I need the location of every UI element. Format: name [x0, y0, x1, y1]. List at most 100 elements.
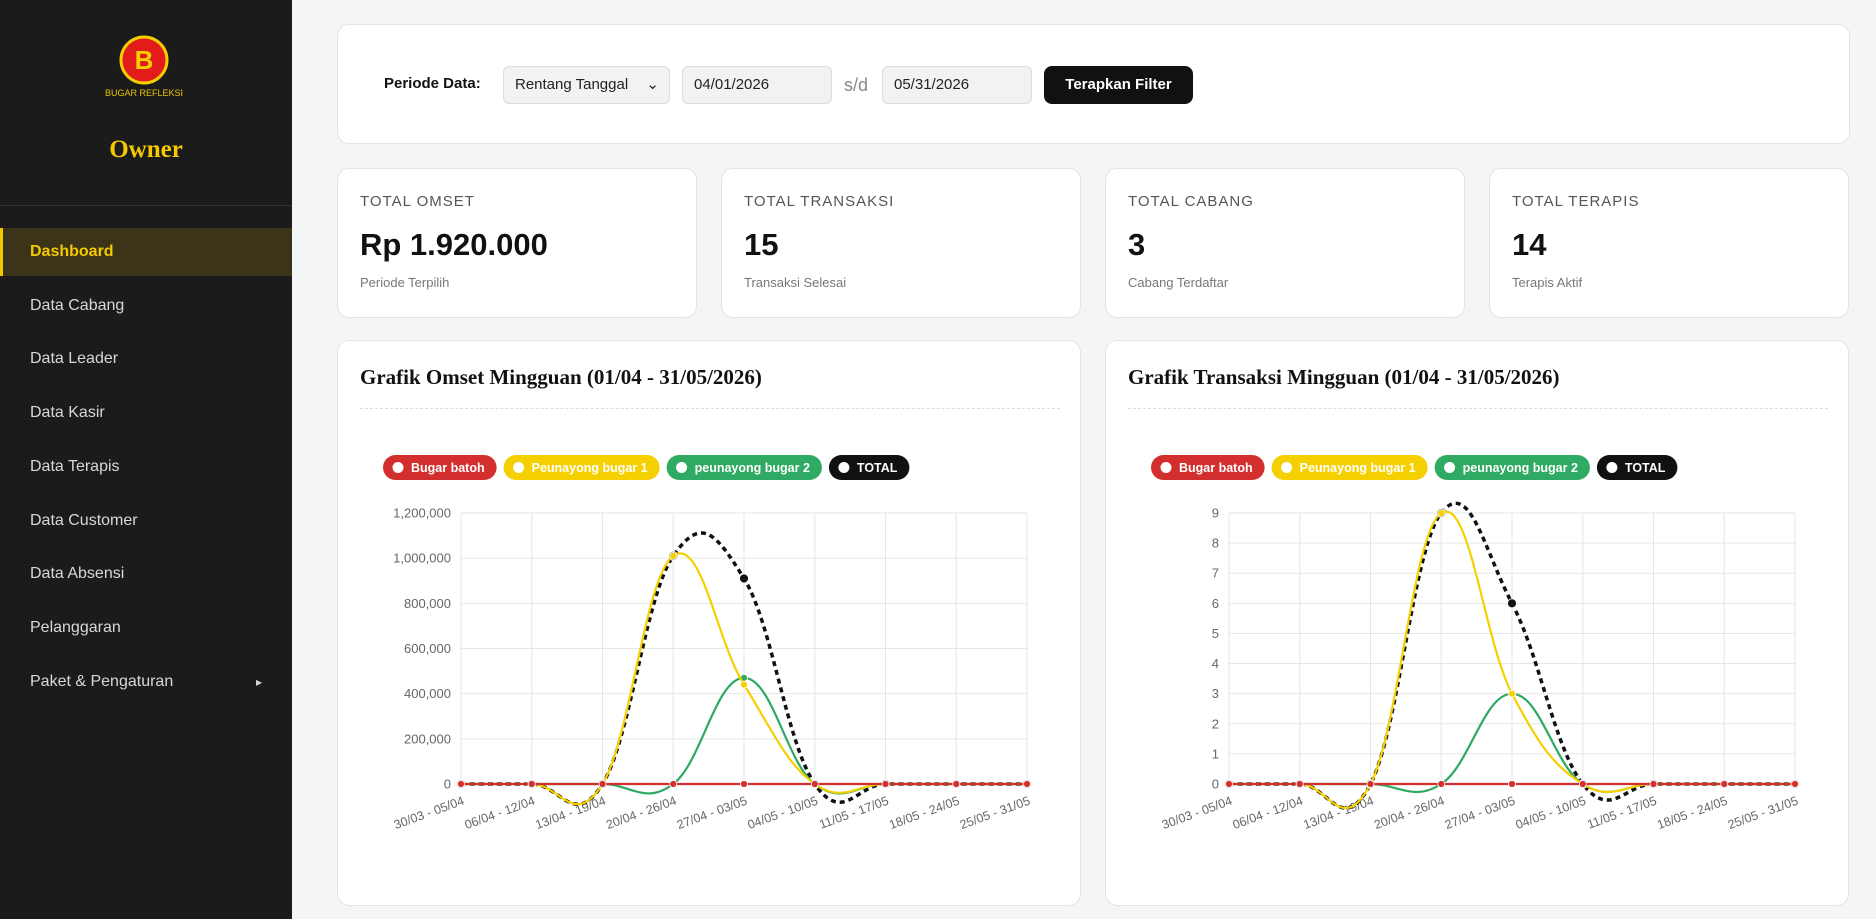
start-date[interactable]: 04/01/2026 [682, 66, 832, 104]
data-point [1225, 780, 1233, 788]
y-tick-label: 0 [444, 777, 451, 792]
data-point [669, 780, 678, 788]
legend-label: peunayong bugar 2 [1463, 461, 1578, 475]
data-point [669, 552, 678, 560]
filter-label: Periode Data: [384, 75, 481, 92]
data-point [1791, 780, 1799, 788]
legend-dot [1281, 462, 1293, 473]
legend-pill [666, 455, 822, 480]
stat-label: TOTAL TERAPIS [1512, 193, 1640, 210]
y-tick-label: 3 [1212, 686, 1219, 701]
x-tick-label: 18/05 - 24/05 [887, 794, 961, 832]
chart-card: Grafik Omset Mingguan (01/04 - 31/05/202… [337, 340, 1081, 906]
x-tick-label: 11/05 - 17/05 [1585, 794, 1658, 832]
legend-pill [1271, 455, 1428, 480]
x-tick-label: 30/03 - 05/04 [1160, 794, 1234, 832]
logo-text: BUGAR REFLEKSI [105, 88, 183, 98]
legend-dot [676, 462, 688, 473]
end-date[interactable]: 05/31/2026 [882, 66, 1032, 104]
y-tick-label: 1,200,000 [393, 506, 451, 521]
mode-select[interactable]: Rentang Tanggal ⌄ [503, 66, 670, 104]
stat-sub: Cabang Terdaftar [1128, 275, 1229, 290]
x-tick-label: 30/03 - 05/04 [392, 794, 466, 832]
legend-dot [1160, 462, 1172, 473]
y-tick-label: 4 [1212, 656, 1219, 671]
y-tick-label: 5 [1212, 626, 1219, 641]
divider [1128, 408, 1828, 409]
menu-item[interactable]: Data Leader [30, 350, 119, 368]
legend-label: Peunayong bugar 1 [532, 461, 648, 475]
stat-sub: Terapis Aktif [1512, 275, 1583, 290]
svg-text:B: B [135, 45, 154, 75]
data-point [1508, 780, 1516, 788]
y-tick-label: 400,000 [404, 686, 451, 701]
y-tick-label: 2 [1212, 716, 1219, 731]
stat-value: 14 [1512, 227, 1547, 262]
data-point [527, 780, 536, 788]
x-tick-label: 25/05 - 31/05 [958, 794, 1032, 832]
data-point [1507, 598, 1517, 609]
menu-item[interactable]: Pelanggaran [30, 618, 121, 636]
data-point [810, 780, 819, 788]
legend-label: Bugar batoh [1179, 461, 1253, 475]
start: 04/01/2026 [694, 76, 770, 93]
data-point [1578, 780, 1587, 788]
menu-item[interactable]: Data Cabang [30, 296, 125, 314]
stat-label: TOTAL OMSET [360, 193, 475, 210]
legend-pill [1151, 455, 1265, 480]
data-point [1437, 509, 1446, 517]
chart-card: Grafik Transaksi Mingguan (01/04 - 31/05… [1105, 340, 1849, 906]
legend-label: peunayong bugar 2 [695, 461, 810, 475]
y-tick-label: 9 [1212, 506, 1219, 521]
menu-item[interactable]: Data Customer [30, 511, 138, 529]
role: Owner [109, 136, 183, 163]
data-point [1720, 780, 1729, 788]
y-tick-label: 0 [1212, 777, 1219, 792]
stat-card: TOTAL TERAPIS 14 Terapis Aktif [1489, 168, 1849, 318]
data-point [739, 573, 749, 584]
legend-pill [503, 455, 660, 480]
legend-dot [838, 462, 850, 473]
y-tick-label: 8 [1212, 536, 1219, 551]
data-point [598, 780, 607, 788]
legend-label: TOTAL [857, 461, 898, 475]
menu-item[interactable]: Data Kasir [30, 404, 105, 422]
x-tick-label: 27/04 - 03/05 [1443, 794, 1517, 832]
menu-item[interactable]: Dashboard [0, 228, 292, 276]
data-point [1366, 780, 1375, 788]
legend-pill [383, 455, 497, 480]
x-tick-label: 06/04 - 12/04 [1231, 794, 1305, 832]
x-tick-label: 25/05 - 31/05 [1726, 794, 1800, 832]
y-tick-label: 600,000 [404, 641, 451, 656]
menu-item[interactable]: Data Terapis [30, 457, 120, 475]
x-tick-label: 18/05 - 24/05 [1655, 794, 1729, 832]
data-point [1649, 780, 1658, 788]
data-point [952, 780, 961, 788]
stat-card: TOTAL TRANSAKSI 15 Transaksi Selesai [721, 168, 1081, 318]
sidebar: B BUGAR REFLEKSI Owner Dashboard Data Cab… [0, 0, 292, 919]
legend-pill [1434, 455, 1590, 480]
stat-label: TOTAL TRANSAKSI [744, 193, 895, 210]
stat-card: TOTAL OMSET Rp 1.920.000 Periode Terpilih [337, 168, 697, 318]
stat-sub: Periode Terpilih [360, 275, 450, 290]
stat-value: Rp 1.920.000 [360, 227, 548, 262]
y-tick-label: 200,000 [404, 731, 451, 746]
data-point [457, 780, 465, 788]
apply-button[interactable]: Terapkan Filter [1044, 66, 1193, 104]
stat-label: TOTAL CABANG [1128, 193, 1254, 210]
y-tick-label: 6 [1212, 596, 1219, 611]
data-point [740, 780, 748, 788]
data-point [1437, 780, 1446, 788]
x-tick-label: 04/05 - 10/05 [746, 794, 820, 832]
x-tick-label: 13/04 - 19/04 [1302, 794, 1376, 832]
y-tick-label: 7 [1212, 566, 1219, 581]
stat-card: TOTAL CABANG 3 Cabang Terdaftar [1105, 168, 1465, 318]
stat-value: 3 [1128, 227, 1146, 262]
mode: Rentang Tanggal [515, 76, 629, 93]
menu-item[interactable]: Paket & Pengaturan ▸ [30, 672, 262, 690]
menu-item[interactable]: Data Absensi [30, 565, 125, 583]
x-tick-label: 11/05 - 17/05 [817, 794, 890, 832]
legend-pill [828, 455, 910, 480]
